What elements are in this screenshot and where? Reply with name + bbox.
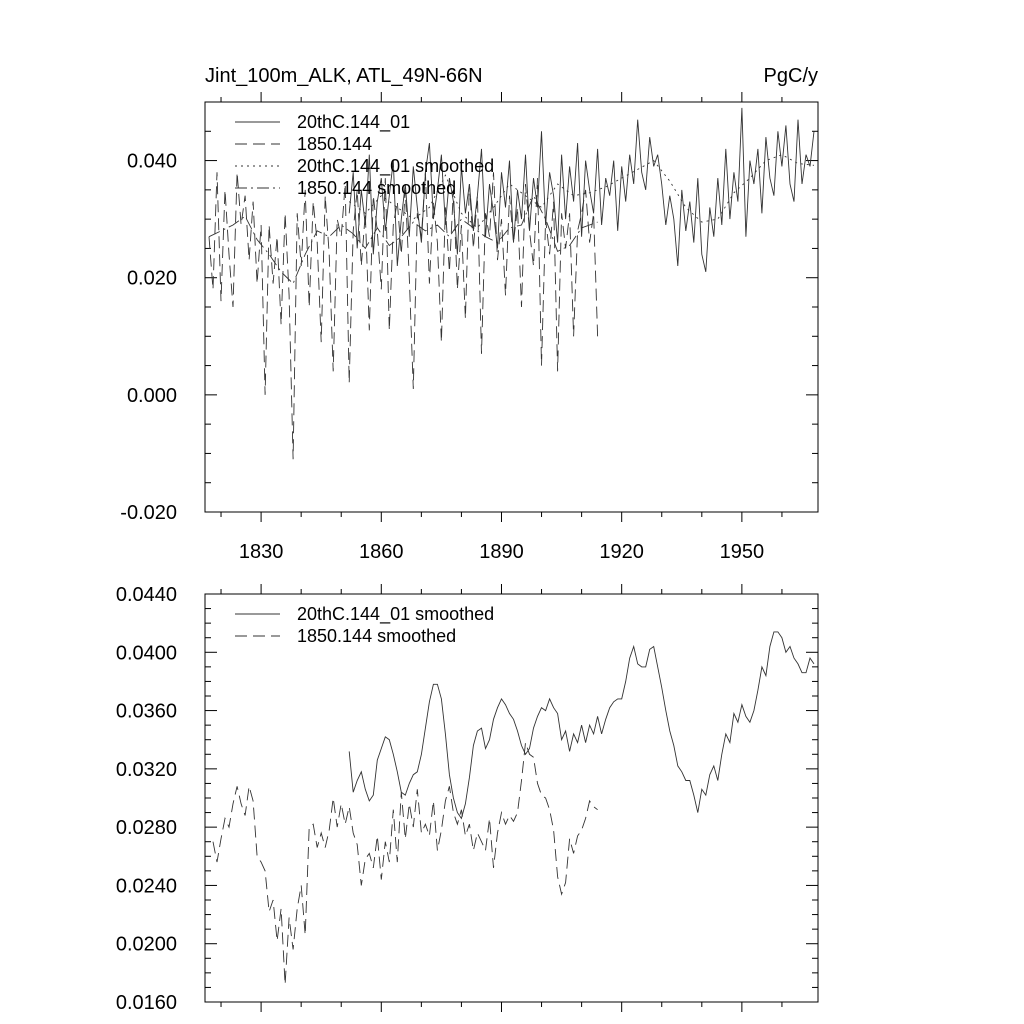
top-axes: 1830 1860 1890 1920 1950 -0.020 0.000 0.020 0.04… <box>120 92 818 563</box>
x-tick-label: 1890 <box>479 541 524 563</box>
legend-label: 1850.144 smoothed <box>297 626 456 646</box>
y-tick-label: 0.0360 <box>116 701 177 723</box>
series-line-2 <box>208 172 599 460</box>
series-line-4 <box>208 194 598 285</box>
y-tick-label: 0.0400 <box>116 642 177 664</box>
series-line-1 <box>348 631 815 820</box>
y-tick-label: 0.0280 <box>116 817 177 839</box>
legend-label: 20thC.144_01 smoothed <box>297 604 494 625</box>
x-tick-label: 1950 <box>720 541 765 563</box>
bottom-plot-frame <box>204 593 819 1003</box>
top-panel-units: PgC/y <box>764 65 818 87</box>
bottom-series-lines <box>212 631 815 985</box>
bottom-axes: 0.0160 0.0200 0.0240 0.0280 0.0320 0.0360 0.04… <box>116 584 818 1014</box>
legend-label: 20thC.144_01 <box>297 112 410 133</box>
top-panel-title: Jint_100m_ALK, ATL_49N-66N <box>205 65 483 87</box>
top-panel: Jint_100m_ALK, ATL_49N-66N PgC/y 1830 186… <box>120 65 819 563</box>
x-tick-label: 1860 <box>359 541 404 563</box>
y-tick-label: 0.0440 <box>116 584 177 606</box>
legend-label: 20thC.144_01 smoothed <box>297 156 494 177</box>
y-tick-label: 0.020 <box>127 268 177 290</box>
y-tick-label: 0.0240 <box>116 875 177 897</box>
x-tick-label: 1920 <box>599 541 644 563</box>
bottom-panel: 0.0160 0.0200 0.0240 0.0280 0.0320 0.0360 0.04… <box>116 584 819 1014</box>
y-tick-label: 0.000 <box>127 385 177 407</box>
y-tick-label: 0.0320 <box>116 759 177 781</box>
y-tick-label: -0.020 <box>120 502 177 524</box>
y-tick-label: 0.0200 <box>116 934 177 956</box>
legend-label: 1850.144 smoothed <box>297 178 456 198</box>
series-line-2 <box>212 742 598 985</box>
y-tick-label: 0.0160 <box>116 992 177 1014</box>
legend-label: 1850.144 <box>297 134 372 154</box>
series-line-1 <box>348 107 815 272</box>
top-series-lines <box>208 107 815 460</box>
x-tick-label: 1830 <box>239 541 284 563</box>
y-tick-label: 0.040 <box>127 151 177 173</box>
